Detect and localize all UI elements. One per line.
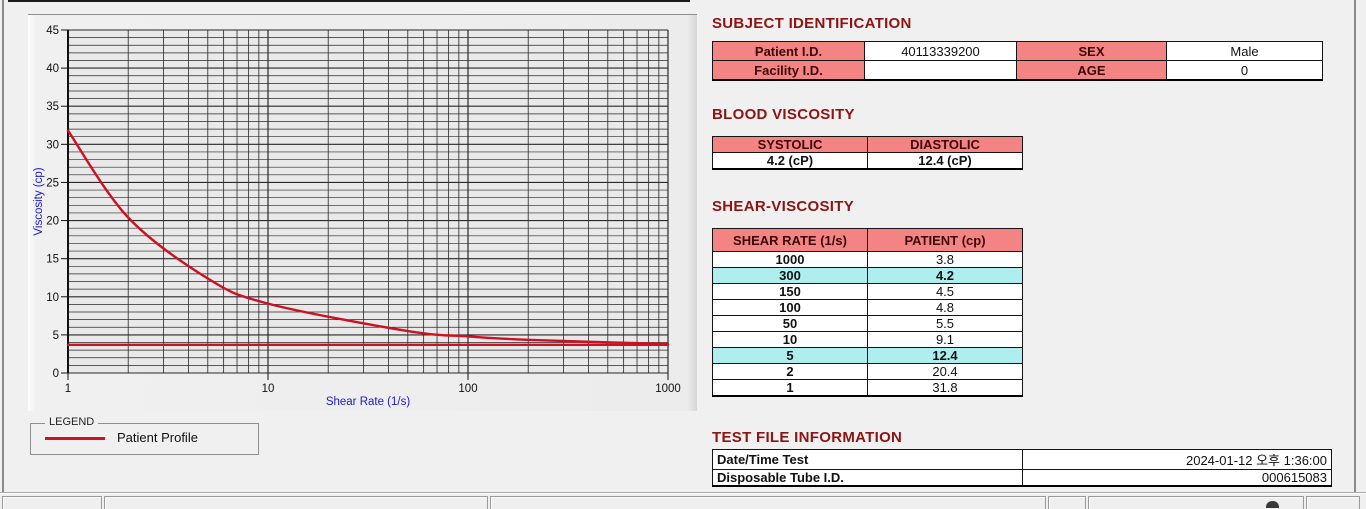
- date-time-test-value: 2024-01-12 오후 1:36:00: [1022, 449, 1332, 470]
- patient-cp-cell: 20.4: [867, 363, 1023, 380]
- table-row: Patient I.D. 40113339200 SEX Male: [712, 41, 1323, 61]
- patient-profile-line-sample: [45, 437, 105, 440]
- status-panel[interactable]: [1048, 496, 1086, 509]
- systolic-header: SYSTOLIC: [712, 136, 868, 153]
- cut-off-button-icon: [1266, 501, 1279, 508]
- facility-id-value: [864, 60, 1017, 81]
- blood-viscosity-heading: BLOOD VISCOSITY: [712, 106, 855, 123]
- y-tick-label: 5: [53, 330, 59, 342]
- table-row: SYSTOLIC DIASTOLIC: [712, 136, 1023, 153]
- shear-rate-cell: 5: [712, 347, 868, 364]
- plot-area: [68, 30, 668, 373]
- y-tick-label: 45: [46, 25, 59, 37]
- table-row: 300 4.2: [712, 267, 1023, 284]
- y-tick-label: 10: [46, 292, 59, 304]
- status-panel[interactable]: [1306, 496, 1360, 509]
- age-label: AGE: [1016, 60, 1167, 81]
- status-panel[interactable]: [1088, 496, 1304, 509]
- table-row: 4.2 (cP) 12.4 (cP): [712, 152, 1023, 170]
- status-panel[interactable]: [2, 496, 102, 509]
- x-tick-label: 10: [262, 383, 275, 395]
- sex-value: Male: [1166, 41, 1323, 61]
- x-tick-label: 1: [65, 383, 71, 395]
- table-row: 100 4.8: [712, 299, 1023, 316]
- test-file-information-heading: TEST FILE INFORMATION: [712, 429, 903, 446]
- age-value: 0: [1166, 60, 1323, 81]
- y-tick-label: 25: [46, 177, 59, 189]
- patient-cp-cell: 3.8: [867, 251, 1023, 268]
- patient-cp-cell: 4.8: [867, 299, 1023, 316]
- diastolic-header: DIASTOLIC: [867, 136, 1023, 153]
- systolic-value: 4.2 (cP): [712, 152, 868, 170]
- facility-id-label: Facility I.D.: [712, 60, 865, 81]
- shear-rate-cell: 2: [712, 363, 868, 380]
- shear-rate-cell: 1: [712, 379, 868, 397]
- subject-identification-heading: SUBJECT IDENTIFICATION: [712, 15, 912, 32]
- patient-cp-cell: 4.2: [867, 267, 1023, 284]
- x-tick-label: 1000: [655, 383, 681, 395]
- patient-profile-curve: [66, 129, 670, 346]
- blood-viscosity-table: SYSTOLIC DIASTOLIC 4.2 (cP) 12.4 (cP): [712, 136, 1023, 170]
- shear-rate-cell: 10: [712, 331, 868, 348]
- table-row: Facility I.D. AGE 0: [712, 60, 1323, 81]
- patient-id-value: 40113339200: [864, 41, 1017, 61]
- patient-cp-cell: 31.8: [867, 379, 1023, 397]
- status-panel[interactable]: [104, 496, 488, 509]
- shear-rate-cell: 50: [712, 315, 868, 332]
- subject-identification-table: Patient I.D. 40113339200 SEX Male Facili…: [712, 41, 1323, 81]
- disposable-tube-id-label: Disposable Tube I.D.: [712, 469, 1023, 487]
- status-strip-divider: [0, 492, 1366, 494]
- window-top-border: [8, 0, 690, 2]
- shear-viscosity-heading: SHEAR-VISCOSITY: [712, 198, 855, 215]
- x-tick-label: 100: [458, 383, 477, 395]
- window-left-border: [2, 0, 4, 492]
- patient-cp-header: PATIENT (cp): [867, 228, 1023, 252]
- x-axis-title: Shear Rate (1/s): [326, 396, 411, 408]
- table-row: Disposable Tube I.D. 000615083: [712, 469, 1332, 487]
- status-panel[interactable]: [490, 496, 1046, 509]
- shear-rate-cell: 150: [712, 283, 868, 300]
- y-tick-label: 35: [46, 101, 59, 113]
- table-row: Date/Time Test 2024-01-12 오후 1:36:00: [712, 449, 1332, 470]
- table-row: 150 4.5: [712, 283, 1023, 300]
- table-row: 50 5.5: [712, 315, 1023, 332]
- y-axis-title: Viscosity (cp): [33, 167, 45, 235]
- y-tick-label: 15: [46, 254, 59, 266]
- table-row: 5 12.4: [712, 347, 1023, 364]
- legend-box: LEGEND Patient Profile: [30, 416, 259, 455]
- shear-rate-cell: 300: [712, 267, 868, 284]
- disposable-tube-id-value: 000615083: [1022, 469, 1332, 487]
- sex-label: SEX: [1016, 41, 1167, 61]
- shear-rate-cell: 1000: [712, 251, 868, 268]
- patient-cp-cell: 9.1: [867, 331, 1023, 348]
- patient-cp-cell: 4.5: [867, 283, 1023, 300]
- y-tick-label: 20: [46, 216, 59, 228]
- table-header-row: SHEAR RATE (1/s) PATIENT (cp): [712, 228, 1023, 252]
- table-row: 1000 3.8: [712, 251, 1023, 268]
- legend-title: LEGEND: [45, 416, 99, 428]
- y-tick-label: 30: [46, 139, 59, 151]
- patient-cp-cell: 5.5: [867, 315, 1023, 332]
- shear-rate-cell: 100: [712, 299, 868, 316]
- table-row: 1 31.8: [712, 379, 1023, 397]
- shear-rate-header: SHEAR RATE (1/s): [712, 228, 868, 252]
- window-right-border: [1354, 0, 1356, 492]
- table-row: 10 9.1: [712, 331, 1023, 348]
- shear-viscosity-chart: 0 5 10 15 20 25 30 35 40 45 1 10 100 1000 Shear Rate (…: [33, 25, 681, 408]
- diastolic-value: 12.4 (cP): [867, 152, 1023, 170]
- test-file-information-table: Date/Time Test 2024-01-12 오후 1:36:00 Dis…: [712, 449, 1332, 487]
- patient-cp-cell: 12.4: [867, 347, 1023, 364]
- legend-entry-label: Patient Profile: [117, 430, 198, 445]
- patient-id-label: Patient I.D.: [712, 41, 865, 61]
- table-row: 2 20.4: [712, 363, 1023, 380]
- y-tick-label: 0: [53, 368, 59, 380]
- date-time-test-label: Date/Time Test: [712, 449, 1023, 470]
- viscosity-chart-panel: 0 5 10 15 20 25 30 35 40 45 1 10 100 1000 Shear Rate (…: [28, 14, 697, 411]
- shear-viscosity-table: SHEAR RATE (1/s) PATIENT (cp) 1000 3.8 30…: [712, 228, 1023, 397]
- y-tick-label: 40: [46, 63, 59, 75]
